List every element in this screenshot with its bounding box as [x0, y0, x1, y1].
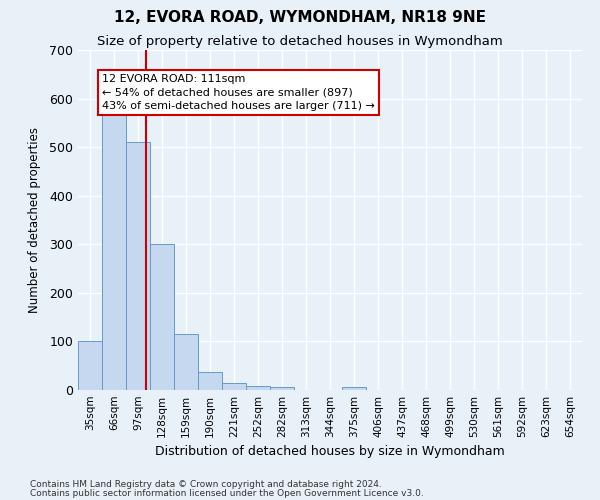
Bar [150, 244, 174, 390]
Bar [342, 387, 366, 390]
Bar [102, 110, 126, 390]
Bar [246, 386, 270, 390]
Text: 12 EVORA ROAD: 111sqm
← 54% of detached houses are smaller (897)
43% of semi-det: 12 EVORA ROAD: 111sqm ← 54% of detached … [102, 74, 375, 110]
Text: Size of property relative to detached houses in Wymondham: Size of property relative to detached ho… [97, 35, 503, 48]
Bar [222, 382, 246, 390]
Bar [198, 372, 222, 390]
Text: Contains HM Land Registry data © Crown copyright and database right 2024.: Contains HM Land Registry data © Crown c… [30, 480, 382, 489]
Bar [174, 334, 198, 390]
Bar [126, 142, 150, 390]
Bar [270, 387, 294, 390]
X-axis label: Distribution of detached houses by size in Wymondham: Distribution of detached houses by size … [155, 446, 505, 458]
Y-axis label: Number of detached properties: Number of detached properties [28, 127, 41, 313]
Bar [78, 342, 102, 390]
Text: Contains public sector information licensed under the Open Government Licence v3: Contains public sector information licen… [30, 488, 424, 498]
Text: 12, EVORA ROAD, WYMONDHAM, NR18 9NE: 12, EVORA ROAD, WYMONDHAM, NR18 9NE [114, 10, 486, 25]
